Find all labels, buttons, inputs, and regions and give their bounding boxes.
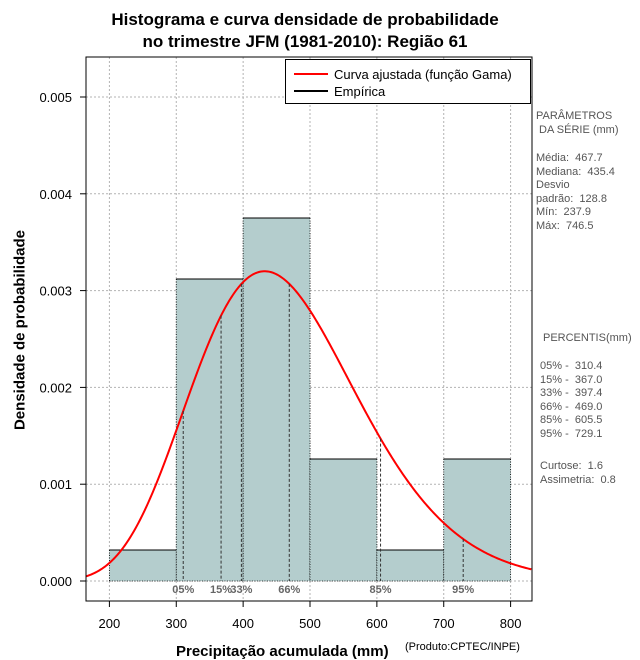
histogram-bar — [310, 459, 377, 581]
percentile-label: 15% — [210, 584, 232, 596]
gamma-fit-curve — [85, 270, 532, 578]
y-tick-label: 0.000 — [39, 574, 72, 589]
x-tick-label: 600 — [366, 616, 388, 631]
x-tick-label: 400 — [232, 616, 254, 631]
x-axis-label: Precipitação acumulada (mm) — [176, 643, 389, 660]
params-heading: PARÂMETROS DA SÉRIE (mm) — [536, 110, 619, 136]
legend-item-empirica: Empírica — [294, 83, 385, 99]
x-tick-label: 200 — [99, 616, 121, 631]
y-tick-label: 0.001 — [39, 477, 72, 492]
legend-line-icon — [294, 90, 328, 92]
percentile-label: 85% — [370, 584, 392, 596]
percentile-label: 33% — [230, 584, 252, 596]
y-tick-label: 0.005 — [39, 90, 72, 105]
legend-line-icon — [294, 73, 328, 75]
legend-item-gamma: Curva ajustada (função Gama) — [294, 66, 512, 82]
percentile-label: 95% — [452, 584, 474, 596]
legend-label-empirica: Empírica — [334, 83, 386, 99]
y-tick-label: 0.002 — [39, 380, 72, 395]
chart-title-line2: no trimestre JFM (1981-2010): Região 61 — [142, 32, 468, 51]
x-tick-label: 500 — [299, 616, 321, 631]
histogram-bar — [376, 550, 444, 581]
product-credit: (Produto:CPTEC/INPE) — [405, 641, 520, 653]
y-tick-label: 0.004 — [39, 187, 72, 202]
percentile-label: 66% — [278, 584, 300, 596]
histogram-bar — [176, 278, 244, 581]
params-body: Média: 467.7 Mediana: 435.4 Desvio padrã… — [536, 152, 615, 232]
chart-legend: Curva ajustada (função Gama) Empírica — [285, 59, 531, 104]
plot-frame — [85, 56, 533, 602]
percentis-heading: PERCENTIS(mm) — [543, 332, 632, 344]
legend-label-gamma: Curva ajustada (função Gama) — [334, 66, 512, 82]
x-tick-label: 700 — [433, 616, 455, 631]
percentile-label: 05% — [172, 584, 194, 596]
histogram-bar — [243, 218, 311, 581]
shape-stats: Curtose: 1.6 Assimetria: 0.8 — [540, 460, 616, 486]
histogram-bar — [443, 459, 511, 581]
chart-title-line1: Histograma e curva densidade de probabil… — [111, 10, 499, 29]
x-tick-label: 800 — [500, 616, 522, 631]
percentis-body: 05% - 310.4 15% - 367.0 33% - 397.4 66% … — [540, 360, 603, 440]
y-tick-label: 0.003 — [39, 284, 72, 299]
x-tick-label: 300 — [165, 616, 187, 631]
y-axis-label: Densidade de probabilidade — [11, 229, 29, 431]
histogram-bar — [109, 550, 177, 581]
